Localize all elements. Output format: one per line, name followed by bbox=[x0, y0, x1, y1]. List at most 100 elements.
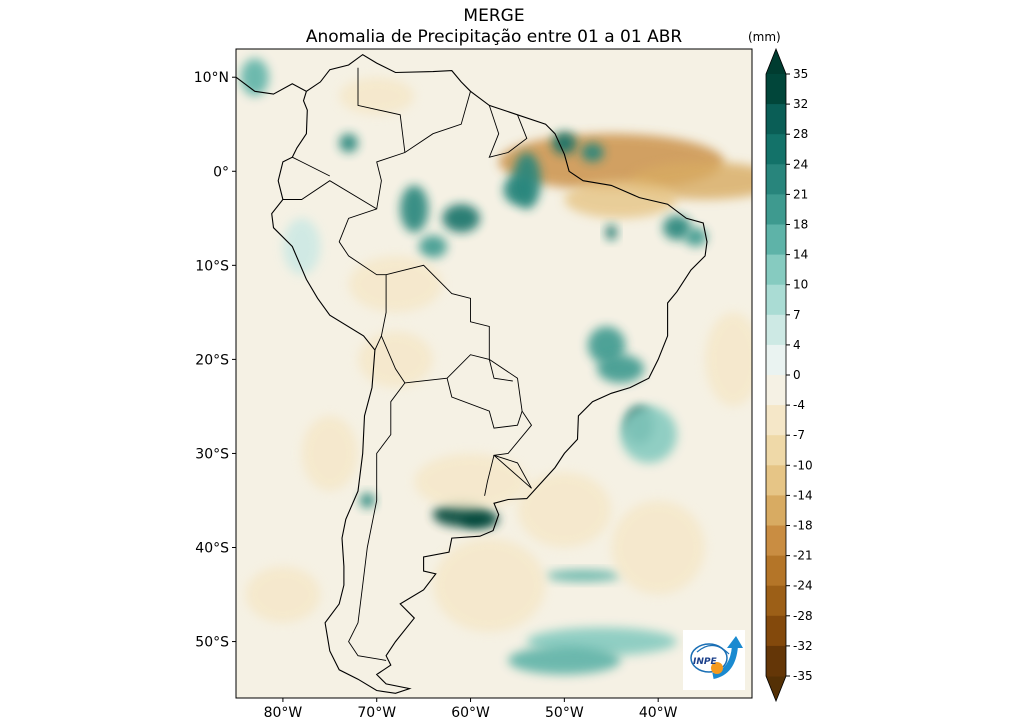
colorbar-tick-label: 18 bbox=[793, 218, 808, 232]
colorbar-bin bbox=[766, 405, 786, 436]
colorbar-tick-label: -18 bbox=[793, 519, 813, 533]
country-border bbox=[507, 114, 528, 153]
country-border bbox=[282, 180, 377, 210]
lat-tick-label: 10°N bbox=[194, 70, 229, 86]
coastline bbox=[236, 53, 708, 694]
map-title: MERGE bbox=[463, 6, 525, 26]
lat-tick-label: 20°S bbox=[195, 352, 229, 368]
wet-anomaly bbox=[662, 215, 692, 240]
country-border bbox=[488, 105, 509, 158]
colorbar-bin bbox=[766, 465, 786, 496]
colorbar-bin bbox=[766, 224, 786, 256]
colorbar-bin bbox=[766, 194, 786, 225]
colorbar-tick-label: -35 bbox=[793, 669, 813, 683]
wet-anomaly bbox=[418, 235, 448, 258]
colorbar-bin bbox=[766, 555, 786, 587]
coastline-borders bbox=[236, 53, 708, 694]
colorbar-tick-label: -28 bbox=[793, 609, 813, 623]
country-border bbox=[488, 359, 513, 382]
colorbar-bin bbox=[766, 525, 786, 557]
colorbar-bin bbox=[766, 254, 786, 286]
colorbar-extend-max bbox=[766, 49, 786, 74]
dry-anomaly bbox=[245, 566, 321, 623]
lon-tick-label: 50°W bbox=[545, 705, 584, 720]
colorbar-tick-label: 7 bbox=[793, 308, 801, 322]
colorbar-bin bbox=[766, 615, 786, 647]
colorbar-tick-label: -32 bbox=[793, 639, 813, 653]
wet-anomaly bbox=[552, 131, 577, 155]
lat-tick-label: 40°S bbox=[195, 541, 229, 557]
colorbar-bin bbox=[766, 104, 786, 135]
colorbar-extend-min bbox=[766, 676, 786, 701]
inpe-logo: INPE bbox=[683, 630, 745, 690]
wet-anomaly bbox=[545, 570, 621, 582]
colorbar-bin bbox=[766, 344, 786, 376]
wet-anomaly bbox=[339, 133, 358, 153]
colorbar-tick-label: -10 bbox=[793, 458, 813, 472]
country-border bbox=[338, 91, 533, 489]
dry-anomaly bbox=[348, 255, 443, 313]
colorbar-tick-label: 4 bbox=[793, 338, 801, 352]
dry-anomaly bbox=[414, 453, 527, 510]
lat-tick-label: 30°S bbox=[195, 446, 229, 462]
colorbar-bin bbox=[766, 645, 786, 677]
colorbar-bin bbox=[766, 375, 786, 406]
map-subtitle: Anomalia de Precipitação entre 01 a 01 A… bbox=[305, 27, 683, 47]
colorbar-bin bbox=[766, 284, 786, 316]
country-border bbox=[348, 382, 406, 661]
wet-anomaly bbox=[597, 354, 645, 383]
dry-anomaly bbox=[357, 331, 434, 388]
colorbar-bin bbox=[766, 74, 786, 105]
colorbar-tick-label: -24 bbox=[793, 579, 813, 593]
dry-anomaly bbox=[301, 415, 358, 492]
wet-anomaly bbox=[512, 152, 541, 209]
country-border bbox=[380, 335, 490, 384]
axis-ticks: 80°W 70°W 60°W 50°W 40°W 10°N 0° 10°S 20°S 30°S 40… bbox=[194, 70, 678, 720]
dry-anomaly bbox=[705, 312, 752, 407]
dry-anomaly bbox=[564, 180, 677, 219]
wet-anomaly bbox=[461, 509, 499, 529]
colorbar-tick-label: 10 bbox=[793, 278, 808, 292]
lat-tick-label: 50°S bbox=[195, 635, 229, 651]
colorbar: 35 32 28 24 21 18 14 10 7 4 0 -4 -7 -10 -14 -18 -21 -24 -2… bbox=[765, 47, 813, 703]
wet-anomaly bbox=[240, 58, 269, 97]
colorbar-bin bbox=[766, 585, 786, 617]
lon-tick-label: 80°W bbox=[264, 705, 303, 720]
lon-tick-label: 40°W bbox=[639, 705, 678, 720]
colorbar-tick-label: -21 bbox=[793, 549, 813, 563]
colorbar-bin bbox=[766, 314, 786, 346]
country-border bbox=[493, 454, 532, 489]
wet-anomaly bbox=[400, 185, 429, 233]
wet-anomaly bbox=[508, 646, 621, 675]
anomaly-field bbox=[240, 58, 752, 675]
lon-tick-label: 70°W bbox=[357, 705, 396, 720]
country-border bbox=[484, 455, 495, 496]
colorbar-bin bbox=[766, 134, 786, 165]
colorbar-tick-label: -7 bbox=[793, 428, 805, 442]
wet-anomaly bbox=[359, 492, 375, 509]
colorbar-bin bbox=[766, 435, 786, 466]
country-border bbox=[357, 67, 406, 153]
dry-anomaly bbox=[433, 538, 546, 633]
svg-text:INPE: INPE bbox=[693, 657, 717, 667]
country-border bbox=[446, 378, 523, 429]
colorbar-unit: (mm) bbox=[748, 30, 781, 44]
country-border bbox=[374, 274, 387, 351]
wet-anomaly bbox=[620, 406, 677, 463]
colorbar-tick-label: 24 bbox=[793, 157, 808, 171]
lon-tick-label: 60°W bbox=[451, 705, 490, 720]
colorbar-bin bbox=[766, 164, 786, 195]
dry-anomaly bbox=[611, 500, 706, 595]
colorbar-tick-label: -14 bbox=[793, 488, 813, 502]
colorbar-tick-label: -4 bbox=[793, 398, 805, 412]
dry-anomaly bbox=[517, 472, 612, 548]
colorbar-bin bbox=[766, 495, 786, 526]
wet-anomaly bbox=[581, 143, 604, 162]
colorbar-tick-label: 35 bbox=[793, 67, 808, 81]
wet-anomaly bbox=[684, 227, 707, 247]
colorbar-tick-label: 14 bbox=[793, 248, 808, 262]
lat-tick-label: 10°S bbox=[195, 258, 229, 274]
colorbar-tick-label: 32 bbox=[793, 97, 808, 111]
wet-anomaly bbox=[282, 218, 321, 275]
